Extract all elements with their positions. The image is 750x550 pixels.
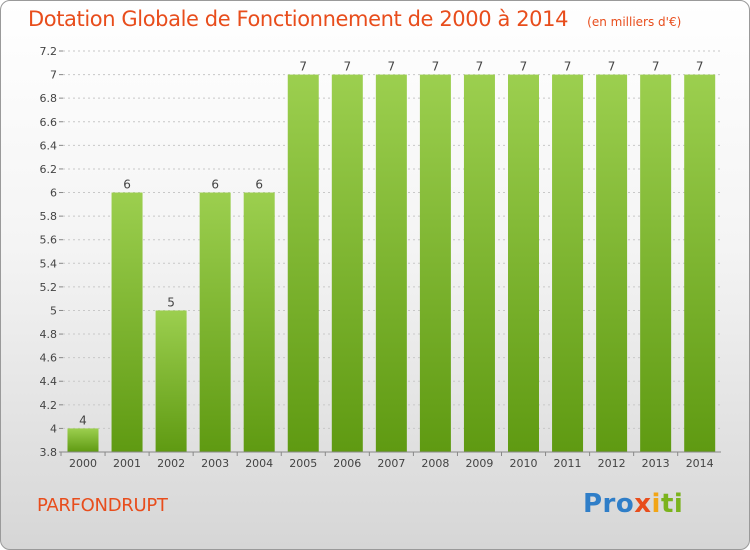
x-tick-label: 2005	[289, 457, 317, 470]
x-tick-label: 2007	[377, 457, 405, 470]
y-tick-label: 5.6	[40, 234, 58, 247]
data-label: 7	[608, 60, 616, 74]
y-tick-label: 5.4	[40, 257, 58, 270]
data-label: 7	[520, 60, 528, 74]
x-tick-label: 2002	[157, 457, 185, 470]
chart-subtitle: (en milliers d'€)	[587, 15, 682, 29]
y-tick-label: 4.8	[40, 328, 58, 341]
logo-part-3: i	[651, 489, 661, 519]
y-tick-label: 6.6	[40, 116, 58, 129]
y-tick-label: 5.2	[40, 281, 58, 294]
proxiti-logo[interactable]: Proxiti	[583, 489, 683, 519]
data-label: 7	[696, 60, 704, 74]
data-label: 5	[167, 295, 175, 309]
data-label: 7	[343, 60, 351, 74]
x-axis-ticks: 2000 2001 2002 2003 2004 2005 2006 2007 2008 2009…	[60, 452, 714, 470]
bar	[419, 74, 451, 453]
data-label: 4	[79, 413, 87, 427]
bar	[640, 74, 672, 453]
x-tick-label: 2013	[642, 457, 670, 470]
data-label: 6	[211, 178, 219, 192]
bar	[684, 74, 716, 453]
bar	[508, 74, 539, 453]
y-tick-label: 6.8	[40, 92, 58, 105]
y-tick-label: 3.8	[40, 446, 58, 459]
y-tick-label: 6	[50, 187, 57, 200]
x-tick-label: 2011	[554, 457, 582, 470]
y-axis-ticks: 3.8 4 4.2 4.4 4.6 4.8 5 5.2 5.4 5.6 5.8 6 6.2 6.4 6.6 6…	[40, 45, 63, 459]
y-tick-label: 7	[50, 69, 57, 82]
x-tick-label: 2006	[333, 457, 361, 470]
data-label: 7	[299, 60, 307, 74]
y-tick-label: 4.2	[40, 399, 58, 412]
bar	[155, 310, 187, 452]
y-tick-label: 4.4	[40, 375, 58, 388]
x-tick-label: 2003	[201, 457, 229, 470]
data-label: 7	[388, 60, 396, 74]
x-tick-label: 2001	[113, 457, 141, 470]
data-label: 7	[564, 60, 572, 74]
data-label: 7	[652, 60, 660, 74]
bar	[596, 74, 628, 453]
x-tick-label: 2008	[421, 457, 449, 470]
y-tick-label: 7.2	[40, 45, 58, 58]
bar	[331, 74, 363, 453]
data-label: 6	[255, 178, 263, 192]
y-tick-label: 5.8	[40, 210, 58, 223]
data-label: 6	[123, 178, 131, 192]
x-tick-label: 2000	[69, 457, 97, 470]
data-label: 7	[432, 60, 440, 74]
bar	[111, 192, 143, 452]
y-tick-label: 5	[50, 304, 57, 317]
y-tick-label: 4	[50, 422, 57, 435]
logo-part-2: x	[634, 489, 652, 519]
bar	[552, 74, 584, 453]
x-tick-label: 2004	[245, 457, 273, 470]
bars	[67, 74, 716, 453]
y-tick-label: 6.4	[40, 139, 58, 152]
x-tick-label: 2012	[598, 457, 626, 470]
y-tick-label: 4.6	[40, 352, 58, 365]
x-tick-label: 2014	[686, 457, 714, 470]
bar	[375, 74, 407, 453]
data-label: 7	[476, 60, 484, 74]
bar	[243, 192, 275, 452]
bar	[199, 192, 231, 452]
bar	[463, 74, 495, 453]
logo-part-1: Pro	[583, 489, 635, 519]
title-row: Dotation Globale de Fonctionnement de 20…	[28, 7, 681, 31]
x-tick-label: 2009	[465, 457, 493, 470]
bar	[287, 74, 319, 453]
y-tick-label: 6.2	[40, 163, 58, 176]
commune-name: PARFONDRUPT	[37, 495, 168, 516]
x-tick-label: 2010	[510, 457, 538, 470]
bar	[67, 428, 99, 452]
data-labels: 4 6 5 6 6 7 7 7 7 7 7 7 7 7 7	[79, 60, 703, 428]
chart-title: Dotation Globale de Fonctionnement de 20…	[28, 7, 569, 31]
logo-part-4: ti	[660, 489, 684, 519]
